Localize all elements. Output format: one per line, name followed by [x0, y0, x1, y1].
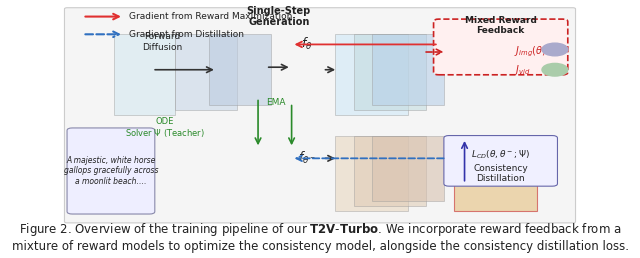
FancyBboxPatch shape	[67, 128, 155, 214]
FancyBboxPatch shape	[175, 34, 237, 110]
Text: Gradient from Distillation: Gradient from Distillation	[129, 30, 244, 39]
Text: EMA: EMA	[266, 98, 286, 107]
Text: $J_{img}(\theta)$: $J_{img}(\theta)$	[513, 45, 546, 59]
Circle shape	[542, 43, 568, 56]
FancyBboxPatch shape	[335, 135, 408, 212]
Text: Forward
Diffusion: Forward Diffusion	[143, 32, 182, 52]
FancyBboxPatch shape	[65, 8, 575, 223]
Text: Single-Step
Generation: Single-Step Generation	[246, 6, 311, 27]
FancyBboxPatch shape	[444, 135, 557, 186]
Text: $L_{CD}(\theta, \theta^-; \Psi)$: $L_{CD}(\theta, \theta^-; \Psi)$	[471, 148, 530, 161]
FancyBboxPatch shape	[372, 34, 444, 105]
FancyBboxPatch shape	[372, 135, 444, 201]
FancyBboxPatch shape	[353, 135, 426, 206]
Text: $f_{\theta^-}$: $f_{\theta^-}$	[298, 150, 316, 166]
Text: $f_\theta$: $f_\theta$	[301, 36, 313, 52]
Text: Mixed Reward
Feedback: Mixed Reward Feedback	[465, 16, 536, 35]
FancyBboxPatch shape	[335, 34, 408, 115]
Text: ODE
Solver $\Psi$ (Teacher): ODE Solver $\Psi$ (Teacher)	[125, 117, 205, 139]
FancyBboxPatch shape	[113, 34, 175, 115]
Text: A majestic, white horse
gallops gracefully across
a moonlit beach….: A majestic, white horse gallops graceful…	[64, 156, 158, 186]
Text: Consistency
Distillation: Consistency Distillation	[474, 164, 528, 183]
FancyBboxPatch shape	[433, 19, 568, 75]
Text: Figure 2. Overview of the training pipeline of our $\bf{T2V\text{-}Turbo}$. We i: Figure 2. Overview of the training pipel…	[12, 221, 628, 253]
Circle shape	[542, 63, 568, 76]
FancyBboxPatch shape	[209, 34, 271, 105]
FancyBboxPatch shape	[353, 34, 426, 110]
Text: $J_{vid}$: $J_{vid}$	[513, 63, 531, 77]
FancyBboxPatch shape	[454, 135, 537, 212]
Text: Gradient from Reward Maximization: Gradient from Reward Maximization	[129, 12, 292, 21]
